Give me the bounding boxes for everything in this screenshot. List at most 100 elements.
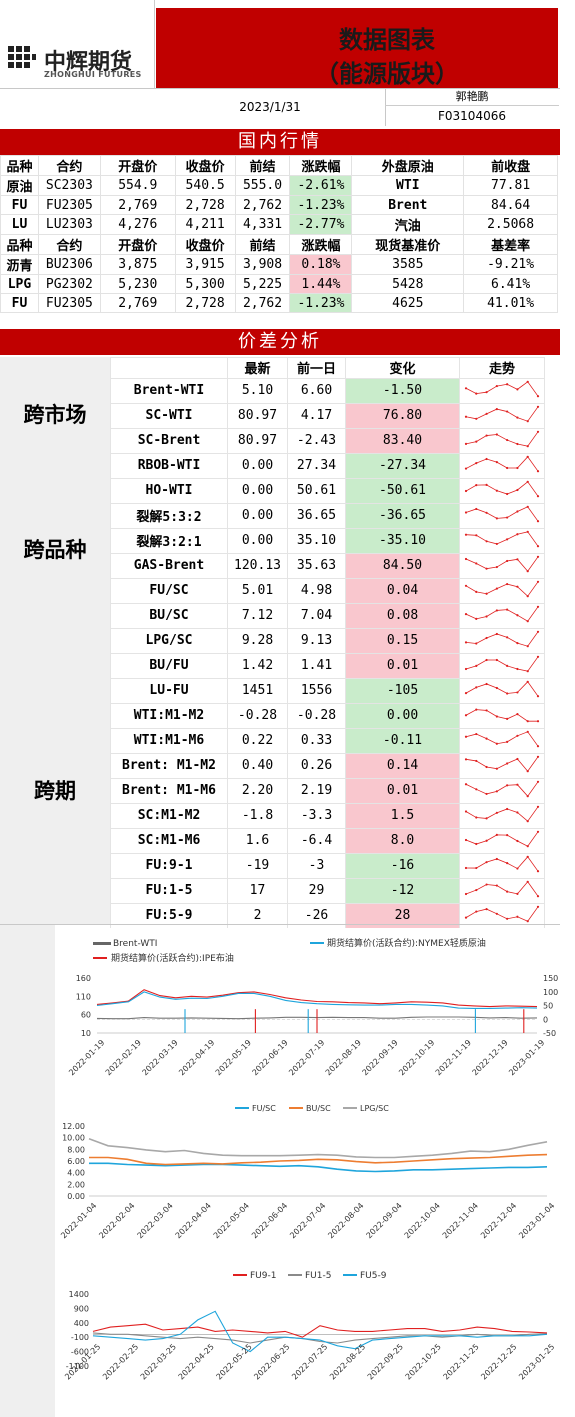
spread-name: Brent-WTI (110, 377, 228, 404)
x-tick-label: 2023-01-25 (517, 1342, 556, 1381)
table-cell: 9.28 (227, 627, 288, 654)
spread-name: SC:M1-M6 (110, 827, 228, 854)
table-row: WTI:M1-M2 -0.28 -0.28 0.00 (110, 702, 545, 729)
legend-label: FU/SC (252, 1104, 276, 1113)
sparkline-point (536, 830, 540, 833)
table-cell: 2.20 (227, 777, 288, 804)
table-cell: 555.0 (234, 175, 291, 196)
table-cell: 0.00 (227, 502, 288, 529)
sparkline-point (526, 794, 529, 797)
sparkline-point (526, 644, 529, 647)
sparkline-point (526, 769, 529, 772)
table-row: SC:M1-M2 -1.8 -3.3 1.5 (110, 802, 545, 829)
x-tick-label: 2022-02-04 (97, 1201, 136, 1240)
legend-swatch (93, 942, 111, 945)
sparkline-point (536, 430, 540, 433)
sparkline-point (526, 569, 529, 572)
sparkline-point (526, 530, 529, 533)
sparkline-point (526, 380, 529, 383)
sparkline-point (464, 809, 468, 813)
page-subtitle: （能源版块） (315, 59, 459, 88)
sparkline-point (516, 915, 519, 918)
sparkline-point (526, 819, 529, 822)
table-cell: -2.43 (287, 427, 346, 454)
legend-swatch (310, 942, 324, 944)
sparkline-point (485, 592, 488, 595)
table-cell: -3 (287, 852, 346, 879)
sparkline-point (495, 912, 498, 915)
table-cell: -19 (227, 852, 288, 879)
x-tick-label: 2022-04-04 (174, 1201, 213, 1240)
table-cell: 0.26 (287, 752, 346, 779)
table-cell: 41.01% (463, 293, 558, 313)
y-tick-label: 110 (76, 992, 91, 1001)
sparkline-line (465, 906, 539, 922)
table-cell: 沥青 (0, 254, 39, 275)
table-cell: 5428 (351, 274, 465, 294)
sparkline-point (495, 489, 498, 492)
sparkline-point (464, 757, 468, 760)
sparkline-point (536, 719, 540, 722)
spread-name: BU/SC (110, 602, 228, 629)
sparkline-point (475, 440, 478, 443)
y-tick-label: 12.00 (62, 1122, 85, 1131)
spread-name: SC-WTI (110, 402, 228, 429)
sparkline-point (485, 907, 488, 910)
y-tick-label: 150 (543, 974, 558, 983)
table-cell: 3585 (351, 254, 465, 275)
sparkline-point (516, 641, 519, 644)
spread-change: -1.50 (345, 377, 460, 404)
table-cell: 4,276 (99, 214, 176, 235)
sparkline-point (475, 461, 478, 464)
section-spread-title: 价差分析 (0, 329, 560, 355)
table-cell: 1451 (227, 677, 288, 704)
table-cell: 2.19 (287, 777, 346, 804)
table-row: 裂解5:3:2 0.00 36.65 -36.65 (110, 502, 545, 529)
table-cell: 0.00 (227, 477, 288, 504)
sparkline-point (506, 382, 509, 385)
sparkline-point (536, 580, 540, 583)
series-fu-sc (89, 1162, 548, 1173)
header-cell: 变化 (345, 357, 460, 379)
sparkline-point (475, 641, 478, 645)
sparkline-point (526, 419, 529, 422)
sparkline-point (495, 632, 498, 635)
legend-label: 期货结算价(活跃合约):NYMEX轻质原油 (327, 937, 486, 949)
header-logo-area: 中辉期货 ZHONGHUI FUTURES (0, 0, 155, 88)
x-tick-label: 2022-08-25 (328, 1342, 367, 1381)
spread-change: 84.50 (345, 552, 460, 579)
table-cell: 5,225 (234, 274, 291, 294)
sparkline-point (475, 533, 478, 536)
sparkline-point (536, 780, 540, 783)
header-cell: 品种 (0, 155, 39, 176)
sparkline-point (506, 917, 509, 920)
table-cell: BU2306 (37, 254, 101, 275)
sparkline-point (506, 582, 509, 585)
trend-sparkline (459, 577, 545, 604)
table-cell: -2.61% (289, 175, 353, 196)
trend-sparkline (459, 552, 545, 579)
y-tick-label: 2.00 (67, 1180, 85, 1189)
y-tick-label: 160 (76, 974, 91, 983)
spread-change: -12 (345, 877, 460, 904)
sparkline-point (536, 519, 540, 522)
sparkline-point (495, 833, 498, 836)
spread-change: 0.14 (345, 752, 460, 779)
sparkline-line (465, 680, 539, 696)
sparkline-line (465, 556, 539, 572)
legend-label: FU5-9 (360, 1271, 387, 1281)
spread-change: -0.11 (345, 727, 460, 754)
table-cell: 1556 (287, 677, 346, 704)
sparkline-point (536, 744, 540, 747)
sparkline-line (465, 581, 539, 597)
table-cell: FU (0, 195, 39, 215)
spread-change: 0.04 (345, 577, 460, 604)
sparkline-point (464, 713, 468, 716)
spread-name: WTI:M1-M2 (110, 702, 228, 729)
sparkline-point (464, 584, 468, 587)
sparkline-line (465, 606, 539, 622)
sparkline-point (464, 782, 468, 785)
trend-sparkline (459, 502, 545, 529)
table-row: LPG/SC 9.28 9.13 0.15 (110, 627, 545, 654)
table-cell: 2,769 (99, 293, 176, 313)
